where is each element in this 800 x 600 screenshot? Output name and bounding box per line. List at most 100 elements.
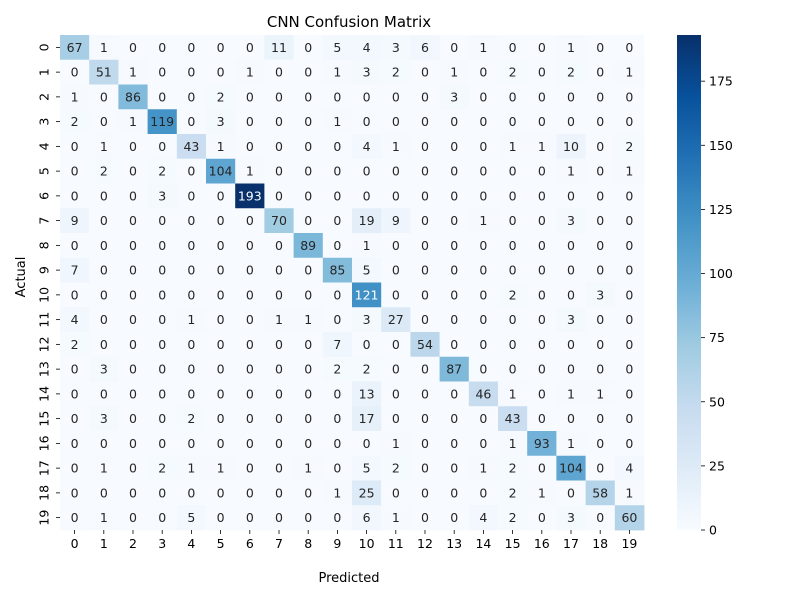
cell-value-label: 0 bbox=[333, 287, 341, 302]
heatmap-cell bbox=[527, 356, 557, 382]
heatmap-cell bbox=[468, 332, 499, 358]
cell-value-label: 0 bbox=[275, 139, 283, 154]
heatmap-cell bbox=[118, 84, 148, 110]
heatmap-cell bbox=[439, 84, 470, 110]
cell-value-label: 0 bbox=[333, 89, 341, 104]
cell-value-label: 0 bbox=[509, 213, 517, 228]
heatmap-cell bbox=[322, 282, 353, 308]
x-tick-label: 17 bbox=[563, 536, 579, 551]
heatmap-cell bbox=[264, 84, 294, 110]
heatmap-cell bbox=[235, 356, 265, 382]
cell-value-label: 1 bbox=[129, 114, 137, 129]
cell-value-label: 0 bbox=[625, 40, 633, 55]
heatmap-cell bbox=[118, 282, 148, 308]
heatmap-cell bbox=[118, 381, 148, 407]
y-tick-label: 0 bbox=[37, 43, 52, 51]
heatmap-cell bbox=[614, 505, 645, 531]
cell-value-label: 0 bbox=[538, 89, 546, 104]
cell-value-label: 54 bbox=[417, 337, 433, 352]
heatmap-cell bbox=[147, 84, 178, 110]
cell-value-label: 0 bbox=[71, 65, 79, 80]
heatmap-cell bbox=[352, 381, 382, 407]
cell-value-label: 1 bbox=[538, 485, 546, 500]
heatmap-cell bbox=[60, 84, 90, 110]
cell-value-label: 0 bbox=[392, 411, 400, 426]
heatmap-cell bbox=[527, 84, 557, 110]
cell-value-label: 0 bbox=[538, 386, 546, 401]
heatmap-cell bbox=[322, 431, 353, 457]
cell-value-label: 1 bbox=[333, 65, 341, 80]
heatmap-cell bbox=[556, 480, 586, 506]
y-tick-label: 6 bbox=[37, 192, 52, 200]
cell-value-label: 0 bbox=[567, 89, 575, 104]
heatmap-cell bbox=[381, 381, 411, 407]
cell-value-label: 0 bbox=[450, 40, 458, 55]
cell-value-label: 1 bbox=[479, 40, 487, 55]
cell-value-label: 2 bbox=[392, 65, 400, 80]
heatmap-cell bbox=[60, 158, 90, 184]
heatmap-cell bbox=[352, 431, 382, 457]
cell-value-label: 0 bbox=[392, 238, 400, 253]
heatmap-cell bbox=[614, 381, 645, 407]
heatmap-cell-labels: 67 1 0 0 0 0 0 11 0 5 4 3 6 0 1 0 0 1 0 00 51 1 0 0 0 1 0 0 1 3 2 0 1 0 2 0… bbox=[67, 40, 638, 525]
heatmap-cell bbox=[468, 431, 499, 457]
cell-value-label: 0 bbox=[129, 436, 137, 451]
cell-value-label: 0 bbox=[479, 114, 487, 129]
heatmap-cell bbox=[352, 183, 382, 209]
cell-value-label: 0 bbox=[158, 337, 166, 352]
cell-value-label: 2 bbox=[392, 461, 400, 476]
heatmap-cell bbox=[585, 282, 616, 308]
cell-value-label: 0 bbox=[217, 362, 225, 377]
cell-value-label: 0 bbox=[421, 461, 429, 476]
cell-value-label: 0 bbox=[158, 287, 166, 302]
heatmap-cell bbox=[264, 505, 294, 531]
heatmap-cell bbox=[60, 480, 90, 506]
cell-value-label: 0 bbox=[392, 386, 400, 401]
heatmap-cell bbox=[527, 158, 557, 184]
cell-value-label: 2 bbox=[509, 287, 517, 302]
heatmap-cell bbox=[527, 332, 557, 358]
cell-value-label: 3 bbox=[596, 287, 604, 302]
cell-value-label: 0 bbox=[538, 238, 546, 253]
heatmap-cell bbox=[235, 505, 265, 531]
cell-value-label: 0 bbox=[392, 287, 400, 302]
colorbar-tick-label: 150 bbox=[709, 138, 733, 153]
y-tick-label: 7 bbox=[37, 217, 52, 225]
cell-value-label: 1 bbox=[392, 139, 400, 154]
cell-value-label: 0 bbox=[392, 337, 400, 352]
cell-value-label: 0 bbox=[275, 188, 283, 203]
heatmap-cell bbox=[410, 134, 440, 160]
heatmap-cell bbox=[60, 381, 90, 407]
cell-value-label: 0 bbox=[304, 114, 312, 129]
heatmap-cell bbox=[89, 381, 119, 407]
heatmap-cell bbox=[556, 505, 586, 531]
cell-value-label: 0 bbox=[392, 89, 400, 104]
x-tick-label: 9 bbox=[333, 536, 341, 551]
cell-value-label: 0 bbox=[187, 287, 195, 302]
heatmap-cell bbox=[410, 257, 440, 283]
cell-value-label: 0 bbox=[100, 337, 108, 352]
chart-title: CNN Confusion Matrix bbox=[267, 13, 431, 31]
heatmap-cell bbox=[206, 134, 236, 160]
cell-value-label: 0 bbox=[100, 436, 108, 451]
cell-value-label: 1 bbox=[246, 65, 254, 80]
heatmap-cell bbox=[176, 134, 207, 160]
cell-value-label: 2 bbox=[509, 65, 517, 80]
cell-value-label: 0 bbox=[187, 362, 195, 377]
cell-value-label: 0 bbox=[275, 337, 283, 352]
heatmap-cell bbox=[264, 158, 294, 184]
cell-value-label: 0 bbox=[71, 164, 79, 179]
heatmap-cell bbox=[89, 134, 119, 160]
heatmap-cell bbox=[527, 282, 557, 308]
heatmap-cell bbox=[322, 307, 353, 333]
heatmap-cell bbox=[527, 431, 557, 457]
heatmap-cell bbox=[498, 381, 528, 407]
heatmap-cell bbox=[527, 455, 557, 481]
cell-value-label: 6 bbox=[421, 40, 429, 55]
heatmap-cell bbox=[118, 109, 148, 135]
cell-value-label: 0 bbox=[509, 40, 517, 55]
heatmap-cell bbox=[381, 35, 411, 61]
cell-value-label: 0 bbox=[421, 362, 429, 377]
heatmap-cell bbox=[89, 505, 119, 531]
heatmap-cell bbox=[60, 183, 90, 209]
